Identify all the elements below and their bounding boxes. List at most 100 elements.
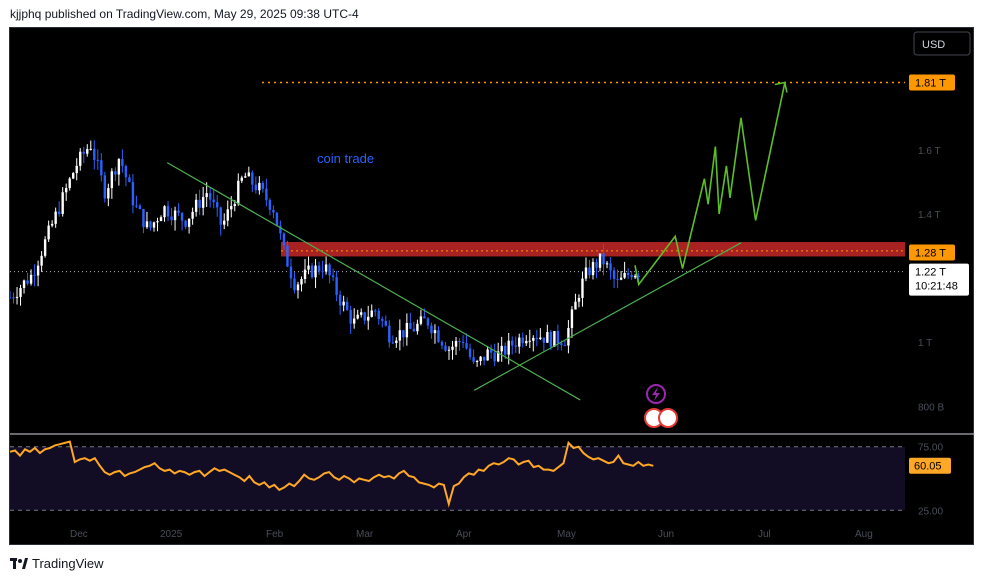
candle-body xyxy=(584,267,588,279)
candle-body xyxy=(124,165,128,178)
countdown-text: 10:21:48 xyxy=(915,281,958,293)
candle-body xyxy=(630,275,633,278)
candle-body xyxy=(240,177,243,181)
candle-body xyxy=(605,263,609,265)
candle-body xyxy=(254,184,258,191)
candle-body xyxy=(331,275,335,278)
candle-body xyxy=(440,341,444,346)
chart-canvas[interactable]: 75.00 25.00 60.05 1.6 T 1.4 T 1 T 800 B Dec 202… xyxy=(10,28,975,546)
candle-body xyxy=(159,217,163,222)
candle-body xyxy=(121,159,124,166)
candle-body xyxy=(633,275,637,278)
candle-body xyxy=(511,340,514,346)
lightning-glyph xyxy=(652,387,660,401)
tradingview-wordmark: TradingView xyxy=(32,556,104,571)
candle-body xyxy=(289,266,293,279)
candle-body xyxy=(567,327,570,346)
candle-body xyxy=(518,337,521,347)
candle-body xyxy=(230,206,233,210)
candle-body xyxy=(398,330,402,341)
ascending-trendline xyxy=(473,242,742,391)
candle-body xyxy=(114,171,117,175)
candle-body xyxy=(405,322,409,338)
candle-body xyxy=(423,316,426,319)
candle-body xyxy=(64,188,68,193)
candle-body xyxy=(300,279,303,285)
currency-button[interactable]: USD xyxy=(913,31,971,56)
candle-body xyxy=(525,340,528,344)
candle-body xyxy=(43,239,47,256)
candle-body xyxy=(282,233,286,246)
candle-body xyxy=(539,337,542,340)
candle-body xyxy=(535,337,539,340)
candle-body xyxy=(577,297,581,302)
candle-body xyxy=(391,342,395,344)
candle-body xyxy=(409,322,412,329)
publisher-header: kjjphq published on TradingView.com, May… xyxy=(10,7,359,21)
candle-body xyxy=(29,274,33,284)
current-price-box xyxy=(909,263,969,296)
tradingview-logo[interactable]: TradingView xyxy=(10,556,104,571)
candle-body xyxy=(93,148,96,160)
candle-body xyxy=(437,330,440,342)
candle-body xyxy=(261,182,265,189)
candle-body xyxy=(128,177,131,183)
candle-body xyxy=(57,211,61,214)
candle-body xyxy=(36,265,40,276)
candle-body xyxy=(546,332,549,343)
tradingview-icon xyxy=(10,557,28,569)
candle-body xyxy=(395,340,398,343)
candle-body xyxy=(201,197,205,208)
candle-body xyxy=(486,349,489,361)
candle-body xyxy=(482,356,486,361)
resistance-zone xyxy=(281,242,905,257)
chart-annotation: coin trade xyxy=(317,151,374,166)
candle-body xyxy=(107,188,110,199)
candle-body xyxy=(216,202,219,208)
candle-body xyxy=(370,310,373,317)
candle-body xyxy=(338,294,342,306)
candle-body xyxy=(103,175,107,199)
candle-body xyxy=(33,274,36,276)
price-label-box xyxy=(909,74,955,91)
candle-body xyxy=(360,312,363,315)
candle-body xyxy=(472,357,475,362)
candle-body xyxy=(426,318,430,326)
y-tick-label: 1.4 T xyxy=(918,210,941,221)
candle-body xyxy=(574,301,577,310)
candle-body xyxy=(131,182,135,206)
candle-body xyxy=(581,278,584,298)
candle-body xyxy=(86,149,89,154)
candle-body xyxy=(22,280,26,288)
candle-body xyxy=(377,310,380,319)
candle-body xyxy=(152,222,156,228)
candle-body xyxy=(275,212,279,226)
candle-body xyxy=(465,343,468,349)
price-label-text: 1.28 T xyxy=(915,247,946,259)
candle-body xyxy=(626,272,630,276)
projection-arrowhead xyxy=(774,81,788,93)
rsi-band xyxy=(10,446,905,511)
rsi-tick-label: 25.00 xyxy=(918,506,943,517)
candle-body xyxy=(47,225,50,240)
candle-body xyxy=(363,312,366,321)
candle-body xyxy=(268,199,272,210)
candle-body xyxy=(317,265,321,272)
candle-body xyxy=(61,192,64,214)
candle-body xyxy=(504,345,507,355)
event-icons[interactable] xyxy=(644,384,678,428)
rsi-line xyxy=(10,440,654,508)
candle-body xyxy=(72,173,75,179)
candle-body xyxy=(570,309,574,328)
candle-body xyxy=(279,225,282,234)
candle-body xyxy=(12,297,15,299)
us-flag-icon-2[interactable] xyxy=(658,408,678,428)
candle-body xyxy=(219,207,222,225)
candle-body xyxy=(251,172,254,185)
candle-body xyxy=(345,301,349,310)
candle-body xyxy=(138,205,142,210)
y-tick-label: 1 T xyxy=(918,338,932,349)
candle-body xyxy=(26,280,29,284)
candle-body xyxy=(100,160,103,176)
candle-body xyxy=(194,199,198,212)
